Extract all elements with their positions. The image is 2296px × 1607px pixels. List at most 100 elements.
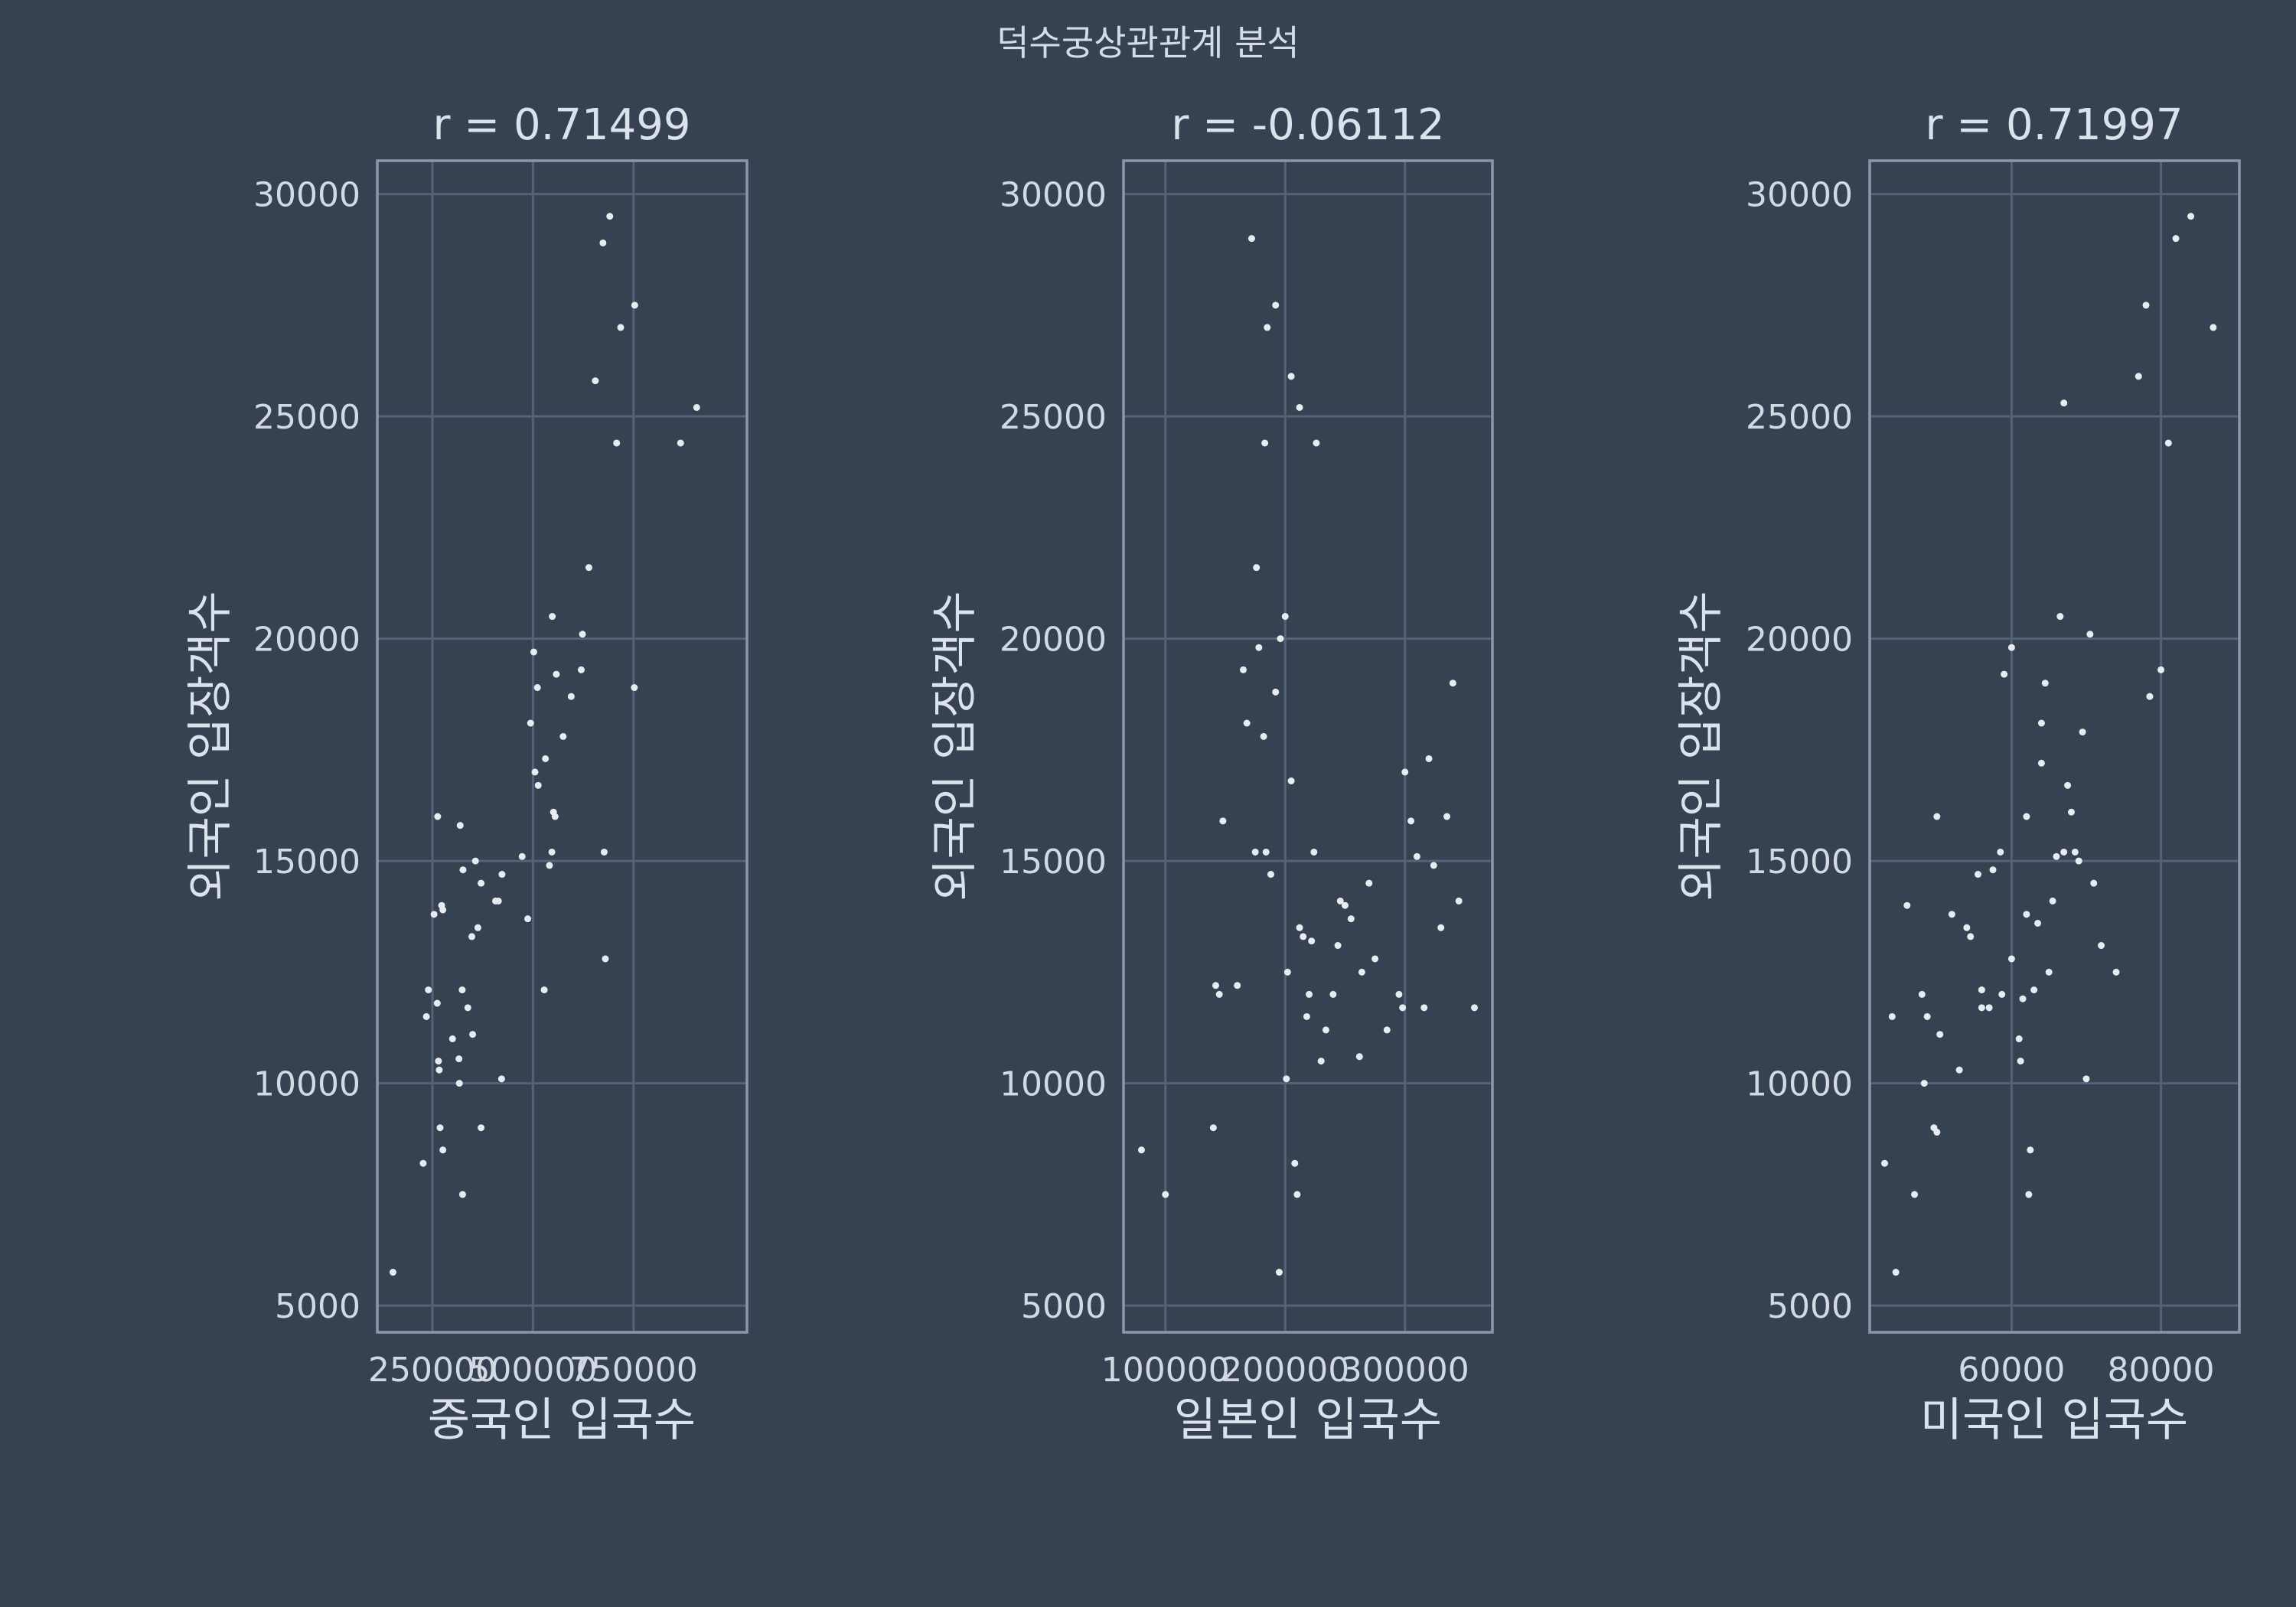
subplot-japanese-point — [1358, 968, 1365, 976]
subplot-chinese-point — [439, 1146, 447, 1154]
subplot-chinese-point — [419, 1159, 427, 1167]
subplot-american-point — [2023, 911, 2030, 918]
subplot-chinese-point — [527, 719, 534, 727]
subplot-american-frame — [1868, 159, 2241, 1334]
subplot-american-xtick-label: 80000 — [2108, 1351, 2215, 1390]
subplot-japanese-point — [1137, 1146, 1145, 1154]
subplot-japanese-point — [1371, 955, 1379, 963]
subplot-american-point — [2037, 719, 2045, 727]
subplot-american-point — [2086, 631, 2094, 638]
subplot-chinese-point — [425, 986, 432, 994]
subplot-american-point — [2064, 781, 2072, 789]
subplot-american: r = 0.71997 60000 80000 5000 10000 15000 2000… — [1675, 100, 2241, 1447]
subplot-japanese-point — [1283, 968, 1291, 976]
subplot-american-point — [1974, 871, 1981, 878]
subplot-american-point — [2049, 897, 2056, 905]
subplot-chinese-point — [677, 439, 684, 447]
subplot-chinese-point — [592, 377, 599, 385]
subplot-japanese-point — [1255, 644, 1263, 651]
subplot-american-point — [2019, 995, 2027, 1002]
subplot-japanese-point — [1287, 777, 1295, 785]
subplot-japanese-point — [1310, 848, 1318, 856]
subplot-american-point — [2082, 1075, 2090, 1083]
subplot-chinese-xlabel: 중국인 입국수 — [428, 1393, 696, 1447]
subplot-chinese-point — [494, 897, 502, 905]
subplot-chinese-point — [617, 324, 625, 331]
subplot-chinese-point — [602, 955, 609, 963]
subplot-chinese-point — [579, 631, 586, 638]
subplot-chinese-point — [435, 1058, 442, 1065]
subplot-american-point — [1888, 1012, 1896, 1020]
subplot-american-point — [1923, 1012, 1931, 1020]
subplot-japanese-point — [1283, 1075, 1290, 1083]
subplot-japanese-point — [1471, 1004, 1479, 1012]
subplot-japanese-point — [1296, 924, 1303, 931]
subplot-chinese-ytick-label: 15000 — [253, 843, 360, 882]
subplot-american-point — [2097, 942, 2105, 950]
subplot-american-point — [1985, 1004, 1993, 1012]
subplot-chinese-point — [599, 239, 607, 246]
subplot-chinese-ytick-label: 25000 — [253, 398, 360, 437]
subplot-chinese-ytick-label: 30000 — [253, 176, 360, 215]
subplot-japanese-point — [1262, 848, 1270, 856]
subplot-japanese-point — [1209, 1124, 1217, 1132]
subplot-american-point — [2071, 848, 2079, 856]
subplot-japanese-point — [1215, 990, 1223, 998]
subplot-american-ytick-label: 20000 — [1746, 621, 1853, 660]
subplot-chinese-point — [548, 848, 556, 856]
subplot-chinese-ytick-label: 10000 — [253, 1065, 360, 1104]
subplot-chinese-point — [436, 1124, 444, 1132]
subplot-japanese-point — [1251, 848, 1259, 856]
subplot-chinese-point — [693, 403, 700, 411]
subplot-chinese-point — [498, 871, 506, 878]
subplot-japanese-point — [1267, 871, 1274, 878]
subplot-american-point — [2146, 693, 2154, 700]
subplot-american-point — [1920, 1080, 1928, 1087]
subplot-chinese-point — [542, 755, 550, 762]
subplot-japanese-point — [1455, 897, 1463, 905]
subplot-chinese-point — [524, 915, 532, 923]
subplot-chinese-point — [458, 1191, 466, 1198]
subplot-japanese-point — [1272, 302, 1280, 309]
subplot-chinese-point — [469, 1031, 477, 1038]
subplot-american-point — [2172, 235, 2180, 243]
subplot-chinese-point — [534, 781, 542, 789]
subplot-chinese-point — [531, 768, 539, 776]
subplot-american-point — [2007, 644, 2015, 651]
subplot-chinese-point — [478, 1124, 485, 1132]
subplot-japanese-point — [1407, 817, 1415, 825]
subplot-american-point — [2135, 373, 2142, 380]
subplot-american-xtick-label: 60000 — [1958, 1351, 2065, 1390]
subplot-chinese-xtick-label: 250000 — [368, 1351, 497, 1390]
subplot-japanese-point — [1355, 1053, 1363, 1061]
subplot-chinese-point — [631, 302, 638, 309]
subplot-chinese-point — [553, 670, 560, 678]
subplot-japanese-point — [1219, 817, 1227, 825]
subplot-chinese-point — [430, 911, 438, 918]
subplot-chinese-point — [435, 1066, 443, 1074]
subplot-japanese-point — [1308, 937, 1316, 945]
subplot-japanese-point — [1162, 1191, 1169, 1198]
subplot-american-point — [2053, 852, 2060, 860]
subplot-japanese-point — [1264, 324, 1271, 331]
subplot-japanese-frame — [1122, 159, 1494, 1334]
subplot-american-point — [2045, 968, 2053, 976]
subplot-japanese-xlabel: 일본인 입국수 — [1174, 1393, 1442, 1447]
subplot-chinese-xtick-label: 750000 — [569, 1351, 698, 1390]
subplot-japanese-point — [1253, 564, 1261, 572]
subplot-japanese-point — [1322, 1026, 1329, 1034]
subplot-japanese-point — [1300, 933, 1307, 940]
subplot-japanese-ytick-label: 10000 — [1000, 1065, 1107, 1104]
subplot-japanese-point — [1347, 915, 1355, 923]
subplot-chinese-title: r = 0.71499 — [432, 100, 690, 150]
subplot-japanese-point — [1261, 439, 1269, 447]
subplot-japanese-point — [1365, 879, 1373, 887]
subplot-american-point — [2142, 302, 2150, 309]
subplot-american-point — [1963, 924, 1971, 931]
subplot-japanese-ylabel: 외국인 입장객수 — [928, 591, 982, 901]
subplot-american-point — [2079, 729, 2086, 736]
subplot-japanese-xtick-label: 100000 — [1101, 1351, 1230, 1390]
subplot-japanese-point — [1275, 1269, 1283, 1276]
subplot-american-xlabel: 미국인 입국수 — [1920, 1393, 2188, 1447]
subplot-american-point — [1998, 990, 2006, 998]
